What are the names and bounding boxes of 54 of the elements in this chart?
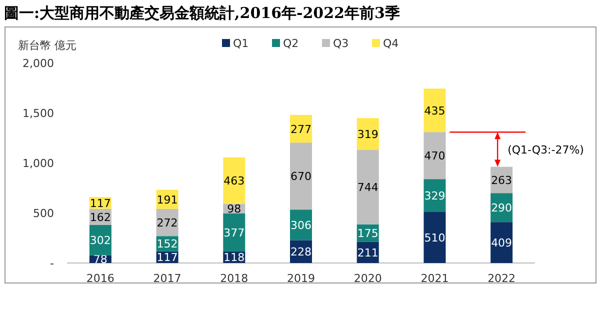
bar	[356, 150, 379, 224]
chart-title: 圖一:大型商用不動產交易金額統計,2016年-2022年前3季	[4, 4, 400, 22]
y-axis-title: 新台幣 億元	[18, 39, 76, 52]
x-tick-label: 2020	[354, 272, 382, 285]
bar	[223, 214, 246, 252]
y-tick-label: 1,000	[22, 157, 54, 170]
data-label: 117	[156, 251, 178, 264]
data-label: 78	[93, 253, 108, 266]
bar	[424, 132, 446, 180]
data-label: 118	[224, 251, 245, 264]
bar	[424, 88, 446, 132]
x-tick-label: 2018	[220, 272, 248, 285]
data-label: 435	[424, 104, 446, 118]
data-label: 319	[357, 128, 378, 142]
bar	[223, 157, 246, 204]
data-label: 277	[290, 122, 312, 136]
x-tick-label: 2019	[287, 272, 315, 285]
x-tick-label: 2016	[86, 272, 114, 285]
y-tick-label: -	[50, 257, 54, 270]
legend-label: Q1	[233, 37, 249, 50]
bar	[290, 142, 312, 210]
data-label: 290	[491, 202, 512, 215]
data-label: 162	[90, 210, 111, 224]
data-label: 744	[357, 181, 378, 194]
annotation: (Q1-Q3:-27%)	[508, 143, 584, 156]
data-label: 470	[424, 150, 446, 163]
data-label: 463	[224, 174, 245, 188]
data-label: 670	[290, 170, 312, 184]
data-label: 302	[90, 234, 111, 248]
data-label: 117	[90, 196, 111, 210]
data-label: 175	[357, 227, 378, 240]
data-label: 228	[290, 246, 312, 259]
y-tick-label: 500	[33, 207, 54, 220]
data-label: 263	[491, 174, 512, 187]
y-tick-label: 1,500	[22, 107, 54, 120]
data-label: 510	[424, 232, 446, 244]
data-label: 329	[424, 190, 446, 203]
y-tick-label: 2,000	[22, 57, 54, 70]
data-label: 409	[491, 236, 512, 250]
bar	[424, 212, 446, 263]
data-label: 306	[290, 218, 312, 232]
legend-label: Q2	[283, 37, 299, 50]
data-label: 191	[156, 193, 178, 206]
data-label: 152	[156, 238, 178, 251]
data-label: 272	[156, 216, 178, 230]
x-tick-label: 2021	[420, 272, 449, 285]
data-label: 98	[227, 202, 242, 216]
data-label: 377	[224, 226, 245, 240]
legend-label: Q3	[333, 37, 349, 50]
legend-label: Q4	[383, 37, 399, 50]
bar	[490, 222, 513, 263]
data-label: 211	[357, 246, 378, 260]
x-tick-label: 2022	[488, 272, 516, 285]
x-tick-label: 2017	[153, 272, 182, 285]
